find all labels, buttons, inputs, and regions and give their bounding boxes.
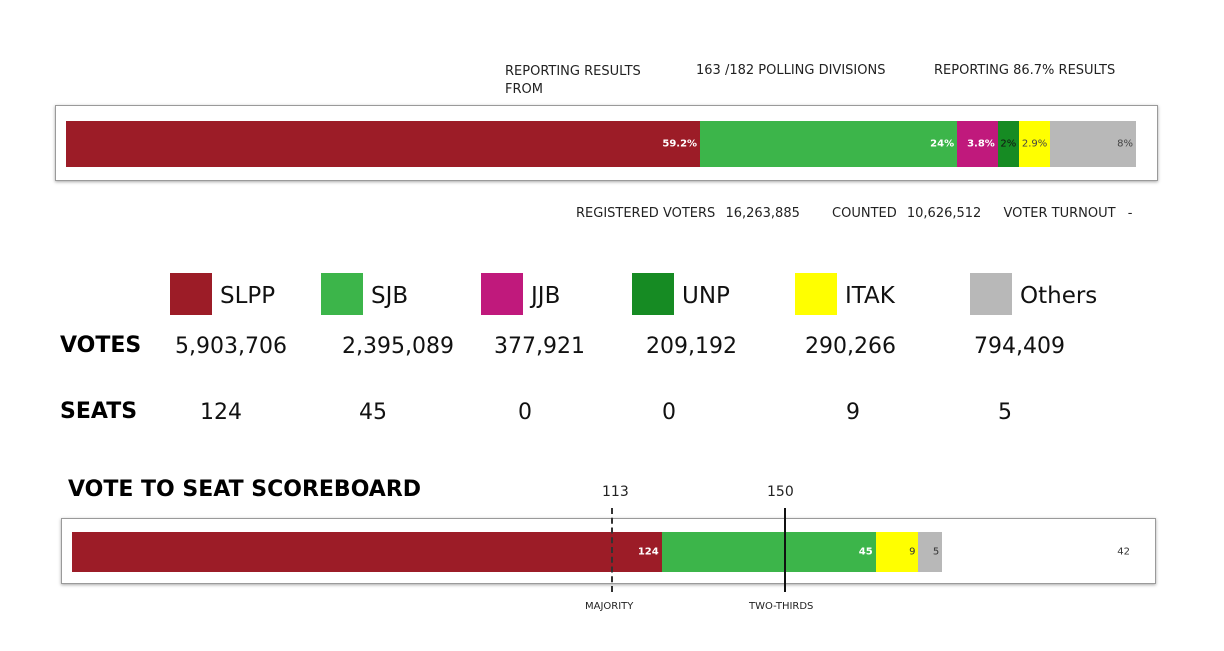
seat-bar-segment-slpp: 124: [72, 532, 662, 572]
reporting-percentage: REPORTING 86.7% RESULTS: [934, 63, 1116, 78]
vote-bar-label-slpp: 59.2%: [662, 138, 698, 150]
votes-jjb: 377,921: [494, 334, 585, 359]
vote-bar-segment-others: 8%: [1050, 121, 1136, 167]
legend-label-sjb: SJB: [371, 283, 409, 309]
seat-bar-label-remaining: 42: [1117, 546, 1130, 558]
reporting-from-label: REPORTING RESULTS FROM: [505, 63, 641, 99]
two-thirds-marker-line: [784, 508, 786, 592]
reporting-from-line2: FROM: [505, 82, 543, 97]
counted-label: COUNTED: [832, 206, 897, 221]
votes-slpp: 5,903,706: [175, 334, 287, 359]
registered-voters-label: REGISTERED VOTERS: [576, 206, 716, 221]
vote-bar-label-others: 8%: [1117, 138, 1133, 150]
vote-bar-segment-itak: 2.9%: [1019, 121, 1051, 167]
votes-row-label: VOTES: [60, 333, 142, 358]
seat-scoreboard-frame: 124 45 9 5 42: [61, 518, 1156, 584]
voter-turnout-value: -: [1127, 206, 1133, 221]
legend-swatch-jjb: [481, 273, 523, 315]
seat-bar-segment-remaining: 42: [942, 532, 1142, 572]
vote-bar-segment-sjb: 24%: [700, 121, 958, 167]
seat-bar-segment-others: 5: [918, 532, 943, 572]
scoreboard-title: VOTE TO SEAT SCOREBOARD: [68, 477, 422, 502]
seat-scoreboard-bar: 124 45 9 5 42: [72, 532, 1142, 572]
seat-bar-label-others: 5: [932, 546, 940, 558]
voter-stats: REGISTERED VOTERS 16,263,885 COUNTED 10,…: [576, 206, 1132, 221]
legend-label-others: Others: [1020, 283, 1098, 309]
legend-swatch-itak: [795, 273, 837, 315]
votes-sjb: 2,395,089: [342, 334, 454, 359]
seats-sjb: 45: [359, 400, 387, 425]
seat-bar-segment-sjb: 45: [661, 532, 876, 572]
votes-others: 794,409: [974, 334, 1065, 359]
vote-bar-segment-slpp: 59.2%: [66, 121, 701, 167]
vote-bar-label-itak: 2.9%: [1021, 138, 1048, 150]
seats-itak: 9: [846, 400, 860, 425]
seats-slpp: 124: [200, 400, 242, 425]
voter-turnout-label: VOTER TURNOUT: [1003, 206, 1116, 221]
seats-row-label: SEATS: [60, 399, 138, 424]
vote-share-frame: 59.2% 24% 3.8% 2% 2.9% 8%: [55, 105, 1158, 181]
legend-swatch-sjb: [321, 273, 363, 315]
registered-voters-value: 16,263,885: [725, 206, 800, 221]
legend-label-jjb: JJB: [531, 283, 561, 309]
legend-label-slpp: SLPP: [220, 283, 276, 309]
votes-unp: 209,192: [646, 334, 737, 359]
votes-itak: 290,266: [805, 334, 896, 359]
vote-bar-label-sjb: 24%: [930, 138, 955, 150]
seat-bar-label-slpp: 124: [637, 546, 659, 558]
seat-bar-label-sjb: 45: [858, 546, 873, 558]
legend-swatch-slpp: [170, 273, 212, 315]
reporting-from-line1: REPORTING RESULTS: [505, 64, 641, 79]
vote-bar-label-unp: 2%: [1000, 138, 1017, 150]
seats-others: 5: [998, 400, 1012, 425]
majority-label: MAJORITY: [585, 601, 634, 612]
legend-label-itak: ITAK: [845, 283, 895, 309]
legend-label-unp: UNP: [682, 283, 730, 309]
seats-unp: 0: [662, 400, 676, 425]
seat-bar-label-itak: 9: [909, 546, 916, 558]
seat-bar-segment-itak: 9: [875, 532, 919, 572]
vote-bar-label-jjb: 3.8%: [967, 138, 995, 150]
polling-divisions: 163 /182 POLLING DIVISIONS: [696, 63, 886, 78]
vote-bar-segment-jjb: 3.8%: [957, 121, 998, 167]
vote-bar-segment-unp: 2%: [997, 121, 1020, 167]
legend-swatch-unp: [632, 273, 674, 315]
seats-jjb: 0: [518, 400, 532, 425]
counted-value: 10,626,512: [906, 206, 982, 221]
vote-share-bar: 59.2% 24% 3.8% 2% 2.9% 8%: [66, 121, 1136, 167]
majority-value: 113: [602, 484, 629, 500]
majority-marker-line: [611, 508, 613, 592]
two-thirds-label: TWO-THIRDS: [749, 601, 814, 612]
two-thirds-value: 150: [767, 484, 794, 500]
legend-swatch-others: [970, 273, 1012, 315]
